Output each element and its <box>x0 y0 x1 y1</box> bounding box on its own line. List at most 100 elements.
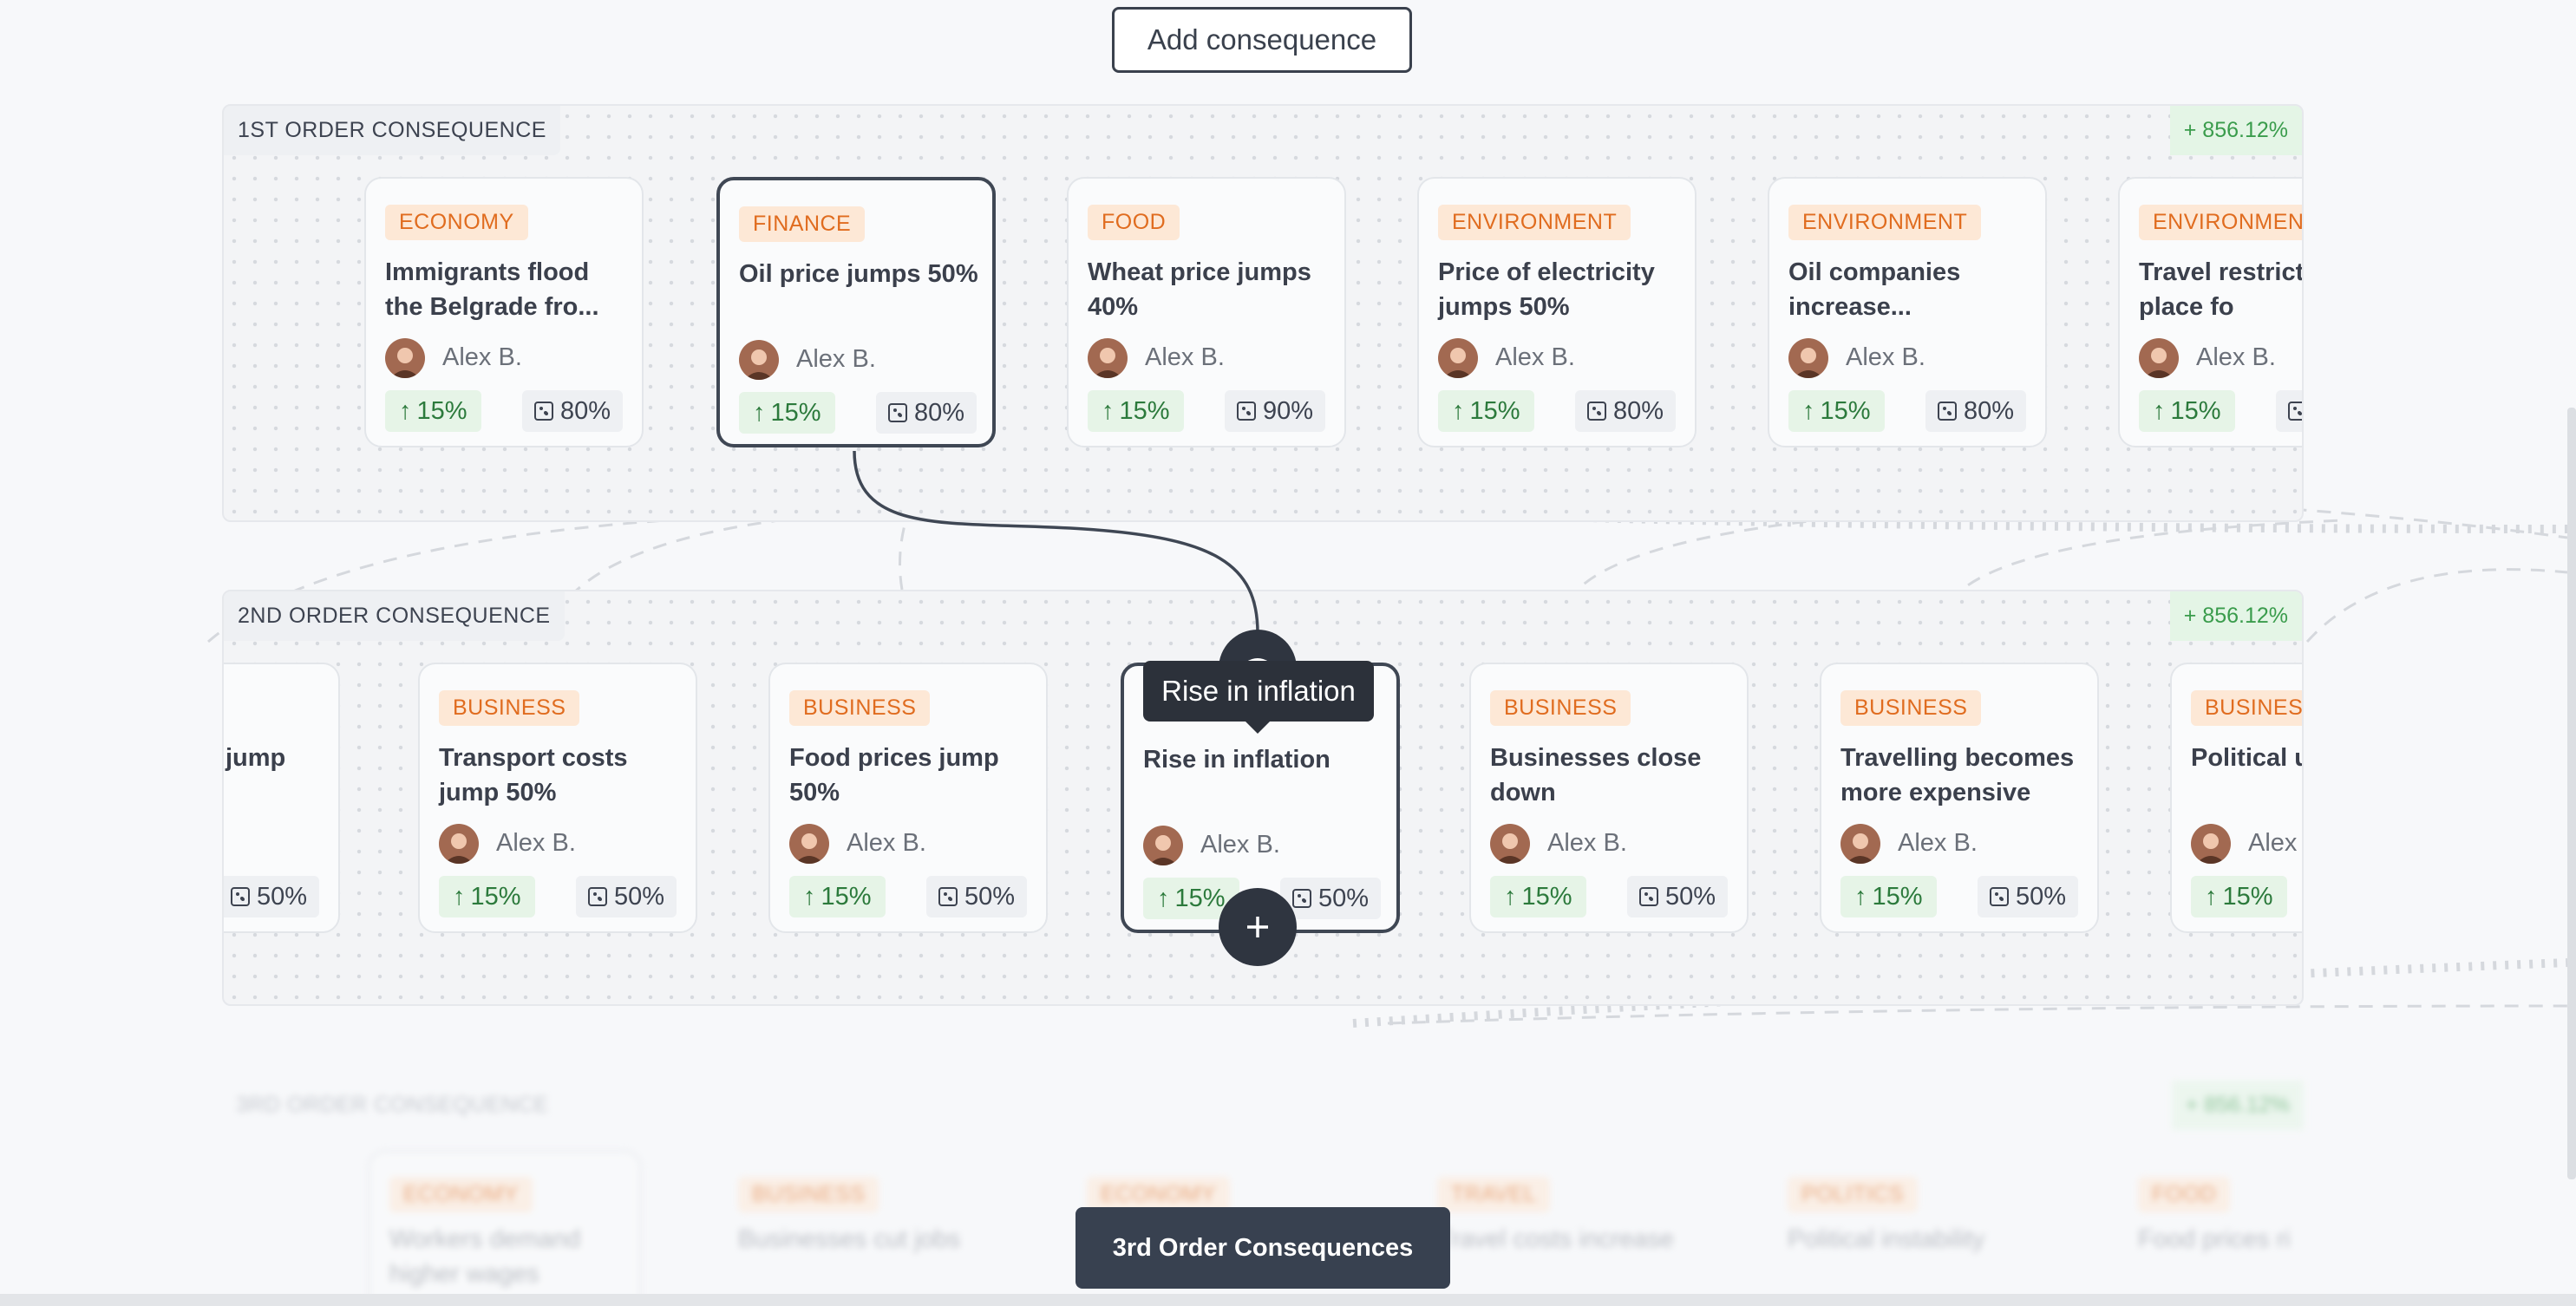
vertical-scrollbar[interactable] <box>2567 408 2576 1179</box>
probability-value: 50% <box>257 882 308 911</box>
arrow-up-icon: ↑ <box>753 398 766 427</box>
probability-badge: 50% <box>926 876 1028 917</box>
card-title: Oil companies increase... <box>1788 258 1961 321</box>
impact-badge: ↑ 15% <box>2191 876 2287 917</box>
card-title: Oil price jumps 50% <box>739 260 978 288</box>
add-child-button[interactable] <box>1219 888 1297 966</box>
avatar <box>1840 824 1880 864</box>
probability-value: 50% <box>1318 884 1370 912</box>
consequence-card[interactable]: ENVIRONMENT Oil companies increase... Al… <box>1768 177 2047 447</box>
impact-badge: ↑ 15% <box>1840 876 1937 917</box>
category-tag: FOOD <box>2138 1177 2231 1212</box>
arrow-up-icon: ↑ <box>803 882 816 911</box>
card-title: Political u <box>2191 744 2304 772</box>
impact-value: 15% <box>1872 882 1923 911</box>
panel-label: 2ND ORDER CONSEQUENCE <box>224 591 565 641</box>
consequence-card[interactable]: BUSINESS Food prices jump 50% Alex B. ↑ 1… <box>768 663 1048 933</box>
arrow-up-icon: ↑ <box>1504 882 1517 911</box>
panel-label: 3RD ORDER CONSEQUENCE <box>236 1093 549 1117</box>
consequence-card: POLITICS Political instability <box>1766 1150 2040 1306</box>
impact-value: 15% <box>2222 882 2273 911</box>
card-title: Immigrants flood the Belgrade fro... <box>385 258 599 321</box>
consequence-card[interactable]: BUSINESS Businesses close down Alex B. ↑… <box>1469 663 1749 933</box>
probability-badge: 80% <box>522 390 624 432</box>
impact-badge: ↑ 15% <box>739 392 835 434</box>
dice-icon <box>1639 887 1658 906</box>
probability-badge: 80% <box>1575 390 1677 432</box>
avatar <box>739 340 779 380</box>
consequence-card: ECONOMY Workers demand higher wages <box>368 1150 642 1306</box>
consequence-card[interactable]: ENVIRONMENT Price of electricity jumps 5… <box>1417 177 1697 447</box>
dice-icon <box>1292 889 1311 908</box>
card-title: Travelling becomes more expensive <box>1840 744 2075 806</box>
impact-badge: ↑ 15% <box>385 390 481 432</box>
consequence-card[interactable]: BUSINESS Travelling becomes more expensi… <box>1820 663 2099 933</box>
second-order-panel: 2ND ORDER CONSEQUENCE + 856.12% jump 50%… <box>222 590 2304 1006</box>
consequence-card[interactable]: ENVIRONMENT Travel restrict put in place… <box>2118 177 2304 447</box>
add-consequence-button[interactable]: Add consequence <box>1112 7 1412 73</box>
author-name: Alex B. <box>1846 343 1925 371</box>
dice-icon <box>534 402 553 421</box>
probability-value: 80% <box>1964 396 2015 425</box>
card-title: Travel restrict put in place fo <box>2139 258 2304 321</box>
author-name: Alex B. <box>1547 829 1627 857</box>
impact-value: 15% <box>470 882 521 911</box>
card-title: jump <box>226 744 286 772</box>
dice-icon <box>1990 887 2009 906</box>
probability-badge: 50% <box>1627 876 1729 917</box>
dice-icon <box>888 403 907 422</box>
probability-badge: 80% <box>876 392 977 434</box>
avatar <box>1788 338 1828 378</box>
card-title: Workers demand higher wages <box>389 1225 581 1288</box>
dice-icon <box>588 887 607 906</box>
dice-icon <box>1237 402 1256 421</box>
dice-icon <box>1587 402 1606 421</box>
category-tag: FINANCE <box>739 206 866 242</box>
author-name: Alex B. <box>1145 343 1225 371</box>
category-tag: BUSINESS <box>1490 690 1631 726</box>
dice-icon <box>231 887 250 906</box>
avatar <box>439 824 479 864</box>
avatar <box>789 824 829 864</box>
horizontal-scrollbar[interactable] <box>0 1294 2576 1306</box>
category-tag: FOOD <box>1088 205 1180 240</box>
consequence-card[interactable]: FOOD Wheat price jumps 40% Alex B. ↑ 15% … <box>1067 177 1346 447</box>
probability-badge: 50% <box>576 876 677 917</box>
probability-badge: 50% <box>1978 876 2079 917</box>
probability-value: 50% <box>964 882 1016 911</box>
impact-badge: ↑ 15% <box>1088 390 1184 432</box>
card-title: Wheat price jumps 40% <box>1088 258 1311 321</box>
probability-badge: 50% <box>1280 878 1382 919</box>
category-tag: BUSINESS <box>2191 690 2302 726</box>
consequence-card[interactable]: ECONOMY Immigrants flood the Belgrade fr… <box>364 177 644 447</box>
consequence-card[interactable]: BUSINESS Transport costs jump 50% Alex B… <box>418 663 697 933</box>
impact-value: 15% <box>1119 396 1170 425</box>
impact-value: 15% <box>2170 396 2221 425</box>
author-name: Alex B. <box>1495 343 1575 371</box>
dice-icon <box>938 887 958 906</box>
author-name: Alex B. <box>1200 831 1280 859</box>
consequence-card-selected[interactable]: FINANCE Oil price jumps 50% Alex B. ↑ 15%… <box>716 177 996 447</box>
probability-value: 50% <box>2016 882 2067 911</box>
avatar <box>1088 338 1128 378</box>
panel-label: 1ST ORDER CONSEQUENCE <box>224 106 560 155</box>
category-tag: POLITICS <box>1788 1177 1918 1212</box>
third-order-consequences-button[interactable]: 3rd Order Consequences <box>1076 1207 1450 1289</box>
card-title: Businesses close down <box>1490 744 1702 806</box>
consequence-card: BUSINESS Businesses cut jobs <box>716 1150 991 1306</box>
avatar <box>2191 824 2231 864</box>
panel-delta-badge: + 856.12% <box>2169 591 2302 641</box>
category-tag: ENVIRONMENT <box>2139 205 2302 240</box>
avatar <box>385 338 425 378</box>
arrow-up-icon: ↑ <box>1802 396 1815 425</box>
consequence-card[interactable]: BUSINESS Political u Alex ↑15% <box>2170 663 2304 933</box>
plus-icon <box>1247 917 1268 937</box>
avatar <box>1438 338 1478 378</box>
card-title: Travel costs increase <box>1437 1225 1674 1253</box>
arrow-up-icon: ↑ <box>1452 396 1465 425</box>
category-tag: ECONOMY <box>1087 1177 1230 1212</box>
consequence-card: FOOD Food prices ri <box>2116 1150 2304 1306</box>
consequence-card[interactable]: jump 50% <box>224 663 340 933</box>
arrow-up-icon: ↑ <box>453 882 466 911</box>
author-name: Alex B. <box>796 345 876 373</box>
